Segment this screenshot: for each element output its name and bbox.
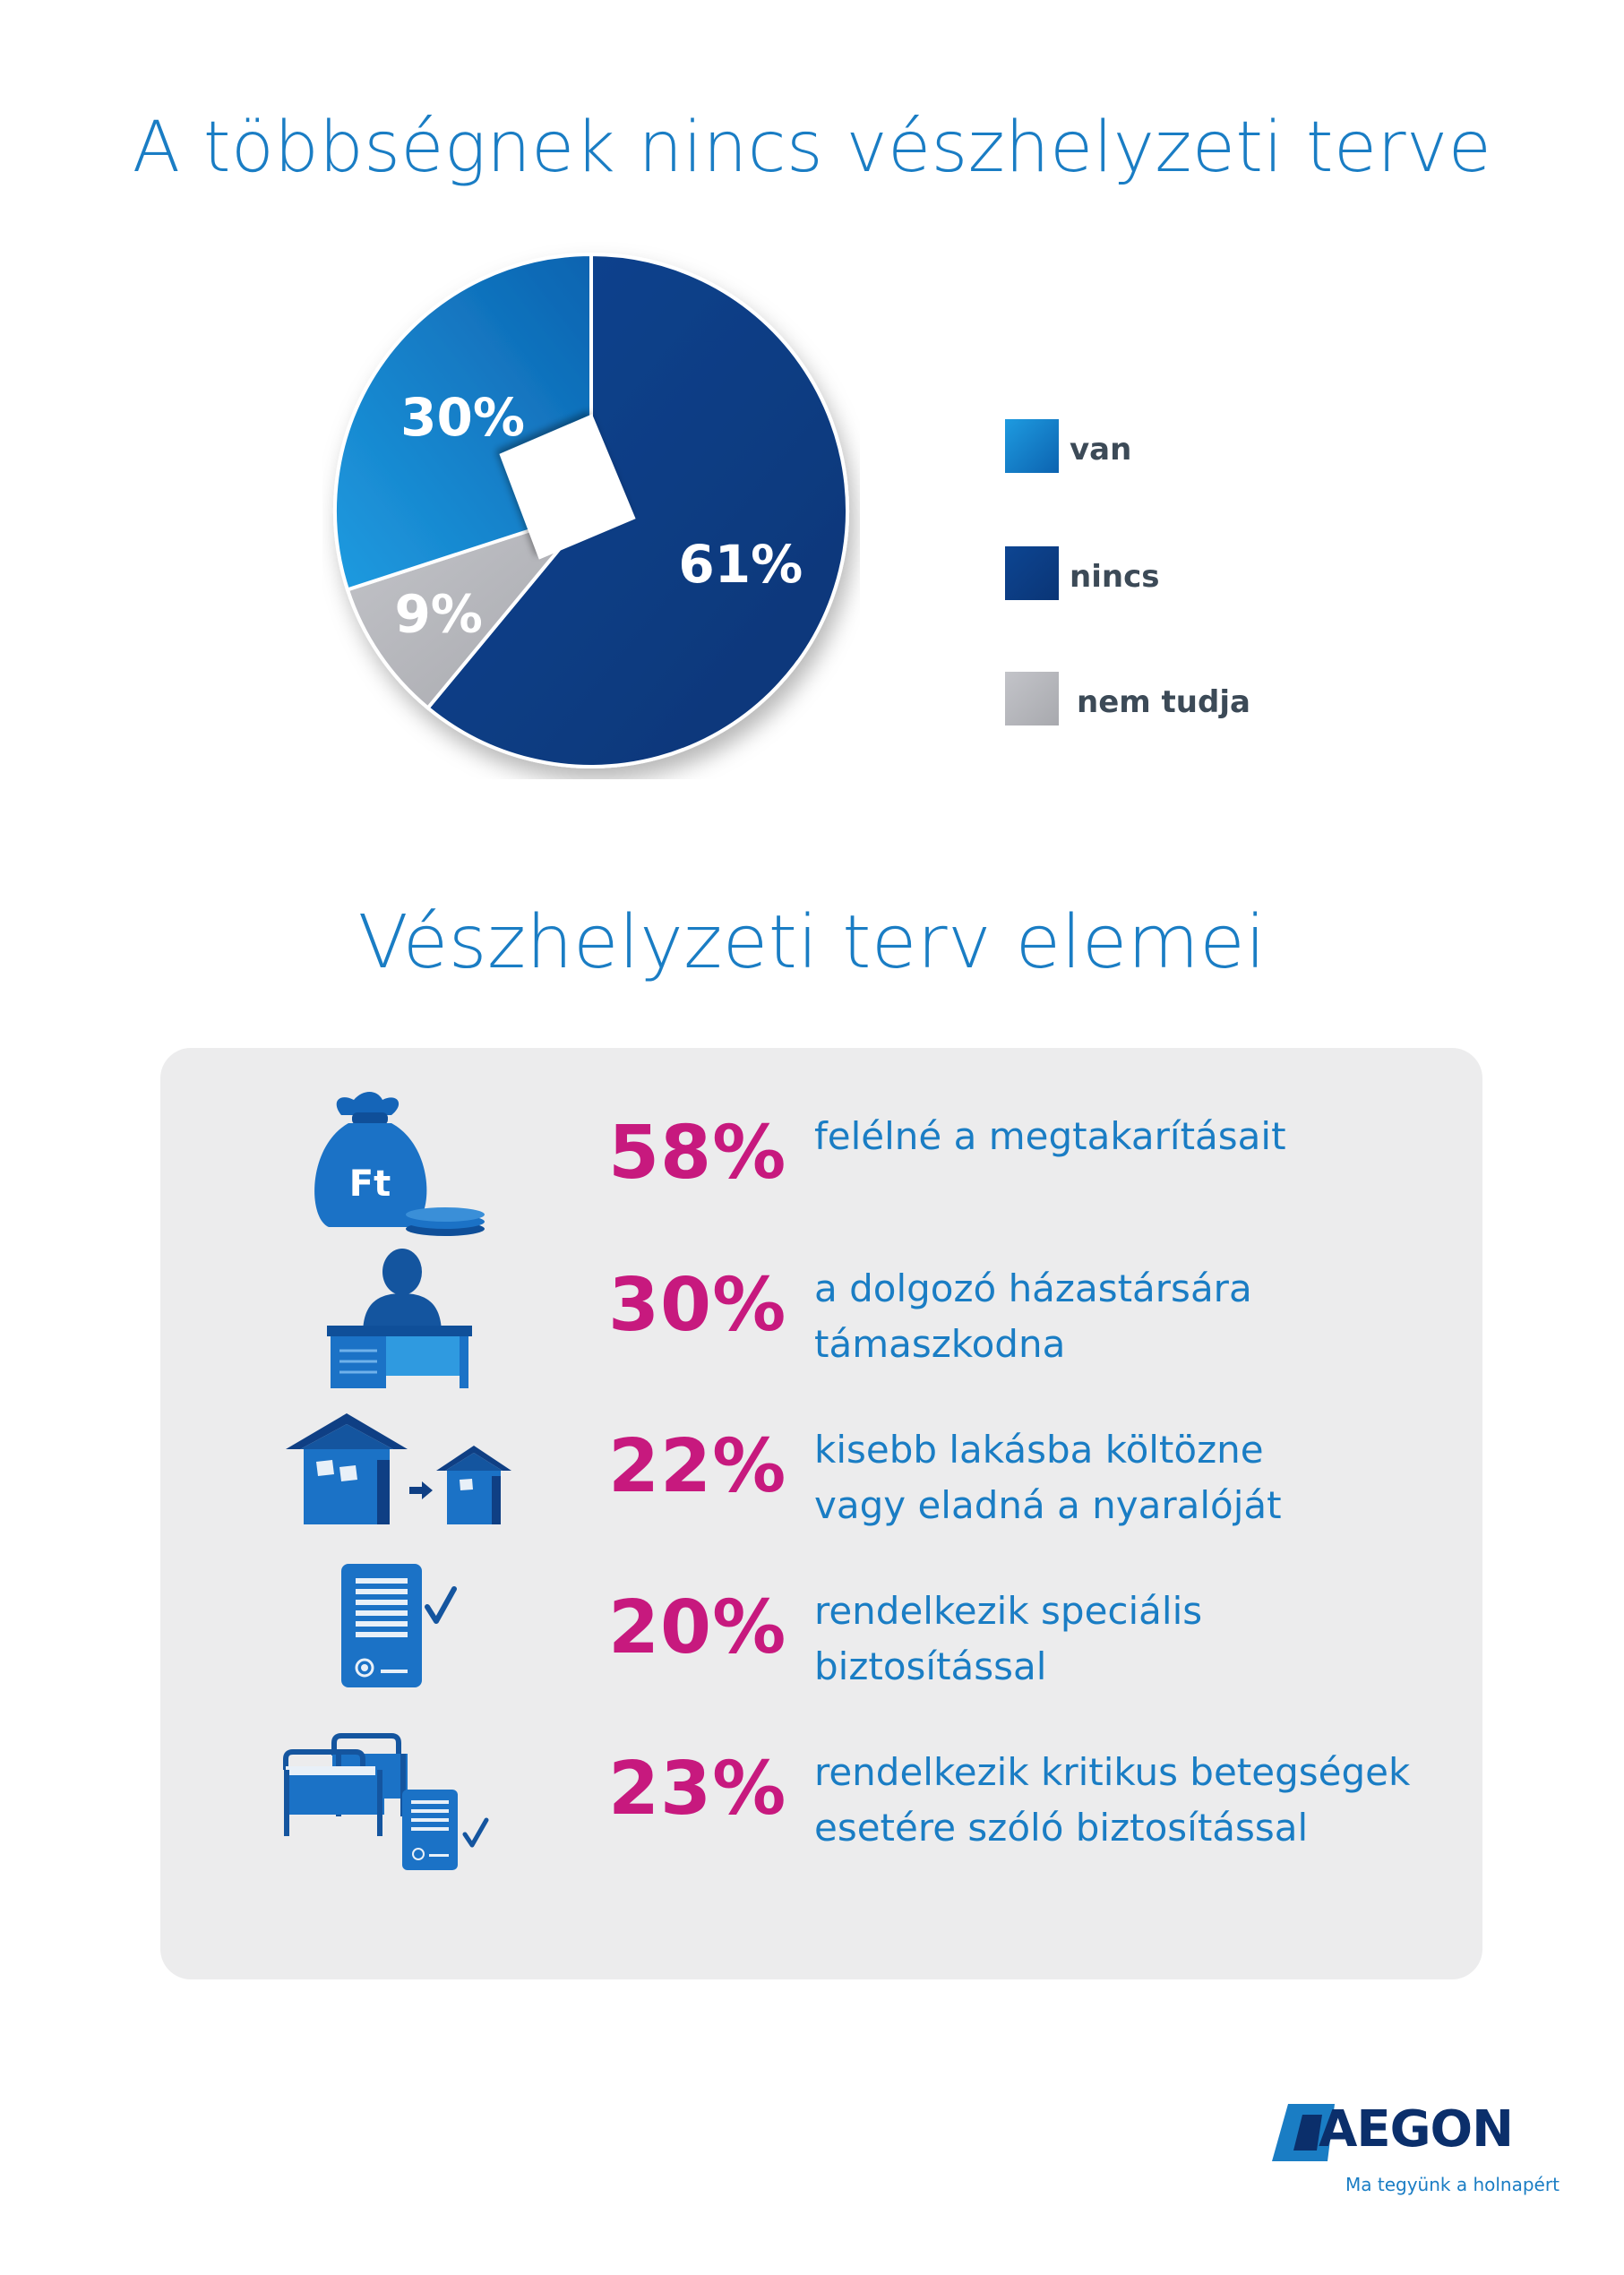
text-line: kisebb lakásba költözne bbox=[814, 1428, 1264, 1472]
text-line: felélné a megtakarításait bbox=[814, 1114, 1286, 1158]
pie-label-nem-tudja: 9% bbox=[394, 584, 482, 645]
percent-special-insurance: 20% bbox=[608, 1585, 787, 1670]
aegon-logo-word: AEGON bbox=[1319, 2100, 1514, 2159]
text-downsize: kisebb lakásba költözne vagy eladná a ny… bbox=[814, 1422, 1459, 1533]
pie-chart: 61% 9% 30% bbox=[333, 252, 849, 768]
text-line: vagy eladná a nyaralóját bbox=[814, 1483, 1282, 1527]
pie-center-hole bbox=[499, 414, 636, 560]
percent-downsize: 22% bbox=[608, 1424, 787, 1509]
plan-item-downsize: 22% kisebb lakásba költözne vagy eladná … bbox=[160, 1397, 1482, 1550]
percent-spouse: 30% bbox=[608, 1263, 787, 1348]
currency-label: Ft bbox=[349, 1163, 391, 1205]
pie-label-nincs: 61% bbox=[678, 534, 803, 595]
office-worker-icon bbox=[327, 1249, 472, 1388]
house-downsize-icon bbox=[286, 1413, 511, 1524]
plan-item-critical-illness: 23% rendelkezik kritikus betegségek eset… bbox=[160, 1720, 1482, 1872]
money-bag-icon: Ft bbox=[314, 1092, 485, 1236]
text-spouse: a dolgozó házastársára támaszkodna bbox=[814, 1261, 1459, 1372]
pie-slice-nem-tudja bbox=[345, 506, 597, 711]
percent-critical-illness: 23% bbox=[608, 1747, 787, 1832]
plan-item-spouse: 30% a dolgozó házastársára támaszkodna bbox=[160, 1236, 1482, 1388]
text-line: biztosítással bbox=[814, 1644, 1047, 1688]
plan-item-savings: Ft 58% felélné a megtakarításait bbox=[160, 1084, 1482, 1236]
text-line: támaszkodna bbox=[814, 1322, 1066, 1366]
legend-swatch-nem-tudja bbox=[1005, 672, 1059, 725]
legend-label-nincs: nincs bbox=[1070, 559, 1160, 595]
text-line: rendelkezik kritikus betegségek bbox=[814, 1750, 1411, 1794]
pie-label-van: 30% bbox=[400, 387, 525, 448]
text-line: rendelkezik speciális bbox=[814, 1589, 1203, 1633]
plan-elements-panel: Ft 58% felélné a megtakarításait 30% a d… bbox=[160, 1048, 1482, 1979]
insurance-document-icon bbox=[341, 1564, 457, 1687]
percent-savings: 58% bbox=[608, 1111, 787, 1196]
main-title: A többségnek nincs vészhelyzeti terve bbox=[132, 107, 1492, 188]
aegon-logo: AEGON Ma tegyünk a holnapért bbox=[1272, 2100, 1560, 2208]
text-line: esetére szóló biztosítással bbox=[814, 1806, 1309, 1850]
legend-item-nincs: nincs bbox=[1005, 546, 1274, 600]
text-savings: felélné a megtakarításait bbox=[814, 1109, 1459, 1164]
hospital-bed-insurance-icon bbox=[283, 1733, 489, 1870]
text-special-insurance: rendelkezik speciális biztosítással bbox=[814, 1584, 1459, 1695]
legend-swatch-nincs bbox=[1005, 546, 1059, 600]
text-line: a dolgozó házastársára bbox=[814, 1266, 1252, 1310]
legend-label-nem-tudja: nem tudja bbox=[1077, 684, 1250, 720]
aegon-logo-mark-icon bbox=[1272, 2104, 1335, 2161]
legend-item-nem-tudja: nem tudja bbox=[1005, 672, 1274, 725]
section-title: Vészhelyzeti terv elemei bbox=[357, 900, 1267, 985]
legend-swatch-van bbox=[1005, 419, 1059, 473]
aegon-tagline: Ma tegyünk a holnapért bbox=[1345, 2174, 1560, 2195]
text-critical-illness: rendelkezik kritikus betegségek esetére … bbox=[814, 1745, 1459, 1856]
legend-item-van: van bbox=[1005, 419, 1274, 473]
plan-item-special-insurance: 20% rendelkezik speciális biztosítással bbox=[160, 1558, 1482, 1711]
legend-label-van: van bbox=[1070, 432, 1132, 468]
pie-slice-nincs bbox=[425, 252, 849, 768]
